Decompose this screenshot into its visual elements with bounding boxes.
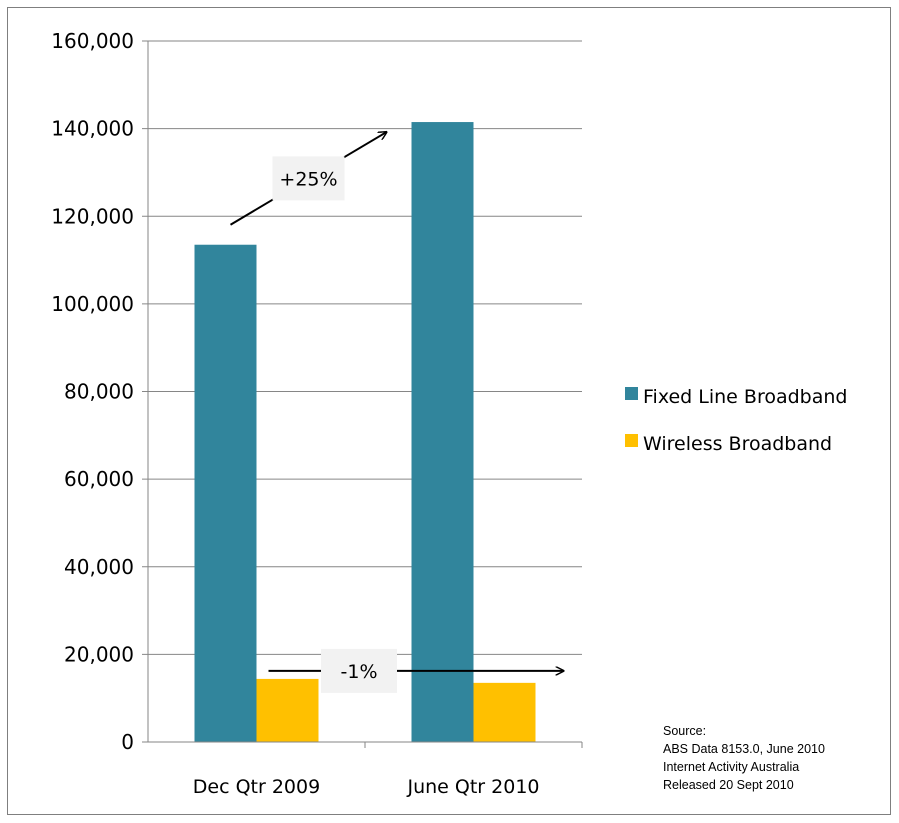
- legend-swatch-wireless: [625, 434, 638, 447]
- legend-label-wireless: Wireless Broadband: [643, 433, 832, 455]
- bars: [194, 122, 536, 743]
- y-tick-label: 140,000: [51, 117, 134, 141]
- bar-wireless: [256, 678, 319, 742]
- y-tick-label: 0: [121, 730, 134, 754]
- y-tick-label: 60,000: [64, 467, 134, 491]
- annotations: +25% -1%: [229, 132, 564, 693]
- annotation-box-growth: [272, 156, 345, 201]
- source-line-1: Source:: [663, 724, 706, 738]
- chart-frame: [7, 7, 891, 815]
- annotation-growth: +25%: [279, 168, 337, 190]
- bar-wireless: [473, 682, 536, 742]
- annotation-decline: -1%: [341, 661, 378, 683]
- legend-label-fixed-line: Fixed Line Broadband: [643, 386, 847, 408]
- axes: [142, 40, 583, 748]
- source-line-3: Internet Activity Australia: [663, 760, 799, 774]
- legend: Fixed Line Broadband Wireless Broadband: [625, 386, 847, 455]
- bar-fixed-line: [411, 122, 474, 743]
- y-tick-label: 80,000: [64, 380, 134, 404]
- y-tick-labels: 0 20,000 40,000 60,000 80,000 100,000 120,000 1…: [51, 29, 134, 754]
- bar-fixed-line: [194, 244, 257, 742]
- x-tick-labels: Dec Qtr 2009 June Qtr 2010: [193, 776, 540, 798]
- y-tick-label: 160,000: [51, 29, 134, 53]
- y-tick-label: 20,000: [64, 642, 134, 666]
- source-note: Source: ABS Data 8153.0, June 2010 Inter…: [663, 724, 825, 792]
- x-tick-label: Dec Qtr 2009: [193, 776, 320, 798]
- y-tick-label: 100,000: [51, 292, 134, 316]
- y-tick-label: 40,000: [64, 555, 134, 579]
- y-tick-label: 120,000: [51, 204, 134, 228]
- annotation-box-decline: [321, 648, 397, 693]
- source-line-4: Released 20 Sept 2010: [663, 778, 794, 792]
- source-line-2: ABS Data 8153.0, June 2010: [663, 742, 825, 756]
- x-tick-label: June Qtr 2010: [406, 776, 539, 798]
- legend-swatch-fixed-line: [625, 387, 638, 400]
